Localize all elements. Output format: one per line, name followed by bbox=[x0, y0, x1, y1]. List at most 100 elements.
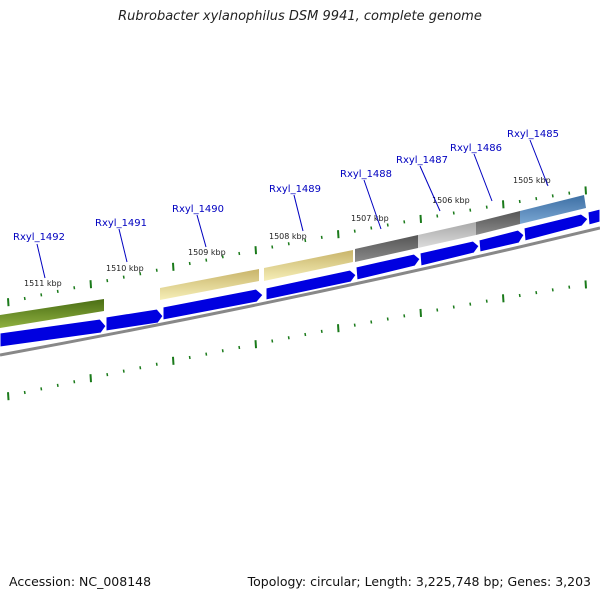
scale-tick bbox=[419, 214, 422, 223]
scale-tick bbox=[551, 288, 554, 292]
scale-label: 1507 kbp bbox=[351, 214, 389, 223]
scale-label: 1506 kbp bbox=[432, 196, 470, 205]
scale-tick bbox=[419, 308, 422, 317]
cds-arrow-7[interactable] bbox=[478, 229, 525, 253]
scale-tick bbox=[452, 211, 455, 215]
gene-bar-rxyl-1487[interactable] bbox=[418, 222, 476, 248]
scale-tick bbox=[485, 299, 488, 303]
gene-bar-rxyl-1492[interactable] bbox=[0, 299, 104, 328]
gene-label-rxyl-1490[interactable]: Rxyl_1490 bbox=[172, 204, 224, 215]
scale-tick bbox=[238, 251, 241, 256]
scale-tick bbox=[172, 262, 175, 271]
scale-tick bbox=[271, 245, 274, 249]
scale-tick bbox=[188, 261, 191, 266]
scale-tick bbox=[205, 258, 208, 262]
scale-tick bbox=[73, 380, 76, 384]
gene-bar-rxyl-1488[interactable] bbox=[355, 235, 418, 262]
gene-label-texts: Rxyl_1492 Rxyl_1491 Rxyl_1490 Rxyl_1489 … bbox=[13, 129, 559, 243]
outer-scale-ticks bbox=[7, 186, 587, 307]
scale-tick bbox=[254, 340, 257, 349]
scale-tick bbox=[403, 220, 406, 224]
scale-tick bbox=[436, 214, 439, 218]
scale-label: 1505 kbp bbox=[513, 176, 551, 185]
scale-tick bbox=[56, 289, 59, 293]
gene-label-rxyl-1486[interactable]: Rxyl_1486 bbox=[450, 143, 502, 154]
scale-tick bbox=[584, 280, 587, 289]
cds-arrow-8[interactable] bbox=[523, 213, 589, 242]
scale-tick bbox=[337, 324, 340, 333]
scale-label: 1511 kbp bbox=[24, 279, 62, 288]
scale-label: 1510 kbp bbox=[106, 264, 144, 273]
scale-tick bbox=[518, 199, 521, 204]
scale-tick bbox=[89, 280, 92, 289]
scale-tick bbox=[386, 317, 389, 321]
scale-tick bbox=[40, 293, 43, 297]
scale-tick bbox=[337, 230, 340, 239]
scale-tick bbox=[353, 229, 356, 233]
scale-tick bbox=[7, 392, 10, 401]
cds-arrow-6[interactable] bbox=[419, 240, 480, 267]
gene-label-rxyl-1485[interactable]: Rxyl_1485 bbox=[507, 129, 559, 140]
scale-tick bbox=[287, 336, 290, 340]
scale-tick bbox=[551, 194, 554, 198]
scale-tick bbox=[403, 314, 406, 318]
cds-arrow-3[interactable] bbox=[162, 288, 264, 321]
gene-bar-rxyl-1485[interactable] bbox=[520, 195, 586, 224]
scale-tick bbox=[238, 345, 241, 350]
scale-tick bbox=[23, 296, 26, 301]
accession-text: Accession: NC_008148 bbox=[9, 574, 152, 589]
gene-bar-rxyl-1489[interactable] bbox=[264, 250, 353, 281]
scale-tick bbox=[205, 352, 208, 356]
gene-bar-rxyl-1486[interactable] bbox=[476, 211, 520, 235]
scale-tick bbox=[155, 362, 158, 366]
cds-arrow-1[interactable] bbox=[0, 318, 107, 348]
scale-tick bbox=[386, 223, 389, 227]
scale-tick bbox=[271, 339, 274, 343]
scale-tick bbox=[106, 373, 109, 377]
genome-summary-text: Topology: circular; Length: 3,225,748 bp… bbox=[247, 574, 591, 589]
scale-tick bbox=[518, 293, 521, 298]
feature-track bbox=[0, 195, 586, 328]
scale-tick bbox=[502, 200, 505, 209]
gene-bar-rxyl-1490[interactable] bbox=[160, 269, 259, 300]
scale-tick bbox=[172, 356, 175, 365]
scale-tick bbox=[73, 286, 76, 290]
scale-tick bbox=[23, 390, 26, 395]
scale-tick bbox=[89, 374, 92, 383]
scale-labels: 1511 kbp 1510 kbp 1509 kbp 1508 kbp 1507… bbox=[24, 176, 551, 288]
scale-tick bbox=[568, 285, 571, 289]
scale-tick bbox=[436, 308, 439, 312]
scale-tick bbox=[320, 235, 323, 239]
cds-arrow-9[interactable] bbox=[587, 208, 600, 226]
genome-backbone bbox=[0, 226, 600, 357]
cds-arrow-4[interactable] bbox=[265, 269, 357, 301]
scale-tick bbox=[469, 302, 472, 306]
gene-label-rxyl-1489[interactable]: Rxyl_1489 bbox=[269, 184, 321, 195]
cds-track bbox=[0, 208, 600, 348]
scale-tick bbox=[370, 226, 373, 230]
scale-tick bbox=[320, 329, 323, 333]
scale-tick bbox=[139, 366, 142, 370]
cds-arrow-2[interactable] bbox=[105, 308, 164, 332]
scale-tick bbox=[469, 208, 472, 212]
inner-scale-ticks bbox=[7, 280, 587, 401]
scale-tick bbox=[56, 383, 59, 387]
gene-label-rxyl-1487[interactable]: Rxyl_1487 bbox=[396, 155, 448, 166]
gene-labels bbox=[36, 139, 549, 279]
scale-tick bbox=[155, 268, 158, 272]
scale-tick bbox=[254, 246, 257, 255]
gene-label-rxyl-1491[interactable]: Rxyl_1491 bbox=[95, 218, 147, 229]
scale-tick bbox=[535, 197, 538, 201]
scale-tick bbox=[221, 255, 224, 259]
scale-tick bbox=[106, 279, 109, 283]
scale-label: 1509 kbp bbox=[188, 248, 226, 257]
scale-tick bbox=[221, 349, 224, 353]
scale-tick bbox=[188, 355, 191, 360]
cds-arrow-5[interactable] bbox=[355, 253, 421, 281]
gene-label-rxyl-1488[interactable]: Rxyl_1488 bbox=[340, 169, 392, 180]
scale-tick bbox=[304, 332, 307, 337]
scale-tick bbox=[584, 186, 587, 195]
gene-label-rxyl-1492[interactable]: Rxyl_1492 bbox=[13, 232, 65, 243]
scale-tick bbox=[122, 369, 125, 373]
